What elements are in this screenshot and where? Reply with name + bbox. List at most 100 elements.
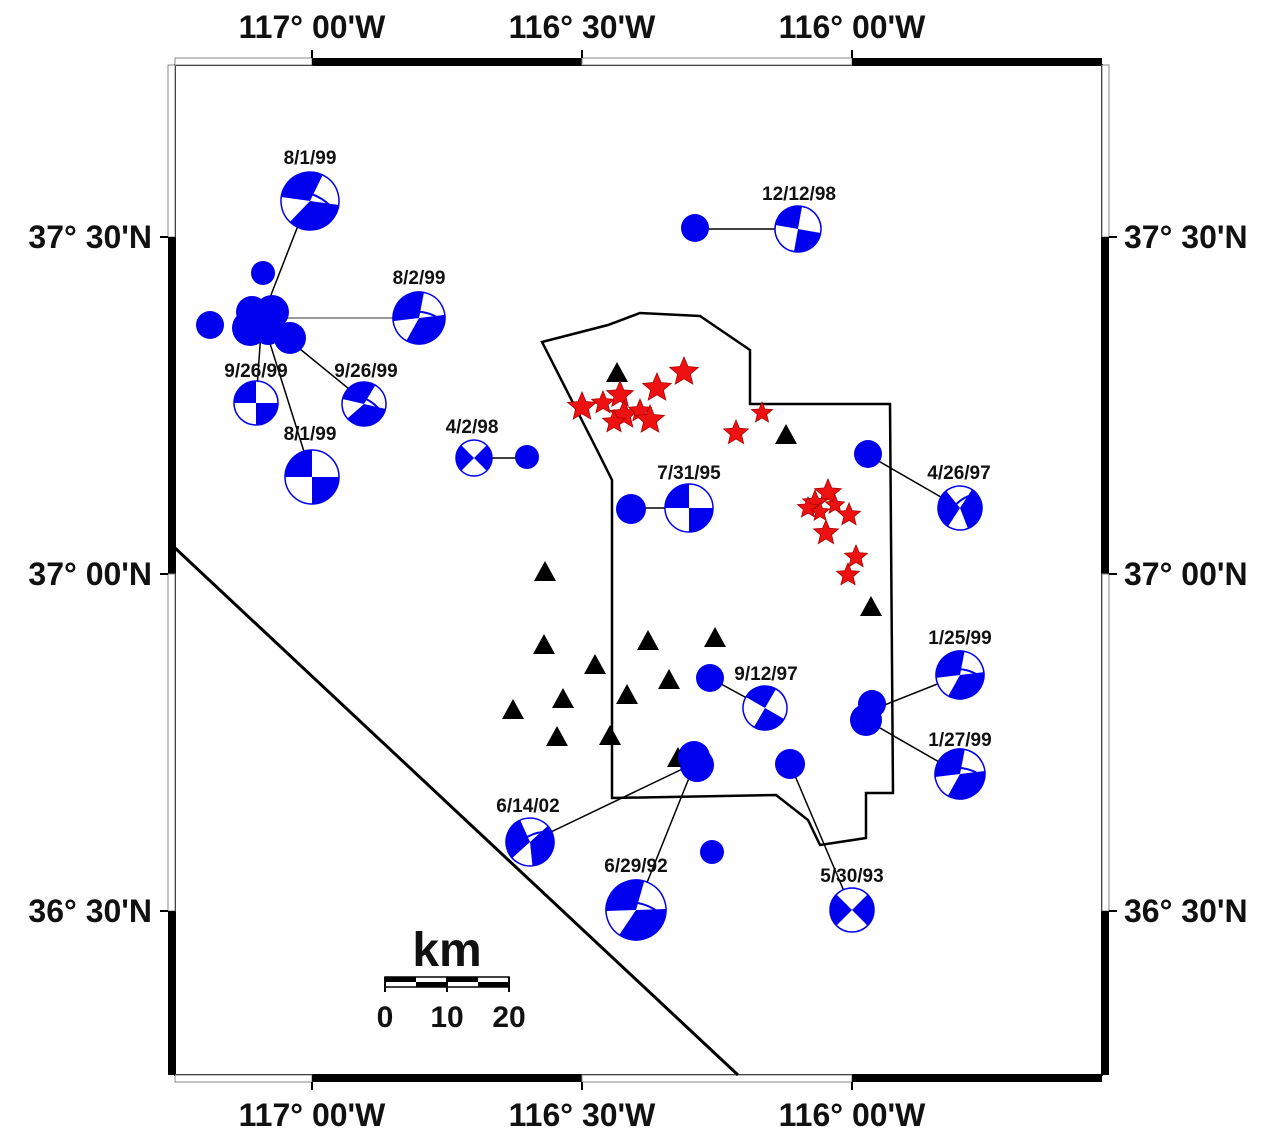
- scale-bar-tick: 10: [430, 1001, 463, 1034]
- event-date-label: 9/26/99: [224, 361, 287, 382]
- left-axis-label: 36° 30'N: [28, 893, 152, 929]
- top-axis-label: 116° 00'W: [779, 9, 927, 45]
- focal-mechanism-icon: [937, 485, 983, 531]
- focal-mechanism-icon: [455, 439, 493, 477]
- station-triangle: [658, 669, 680, 689]
- epicenter-dot: [854, 440, 882, 468]
- epicenter-dot: [680, 748, 714, 782]
- epicenter-dot: [775, 749, 805, 779]
- top-axis-label: 116° 30'W: [509, 9, 657, 45]
- event-date-label: 12/12/98: [762, 184, 836, 205]
- bottom-axis-label: 116° 30'W: [509, 1097, 657, 1133]
- beachballs: [233, 171, 986, 941]
- explosion-star: [668, 355, 700, 385]
- event-labels: 8/1/99 8/2/99 9/26/99 9/26/99 8/1/99 4/2…: [224, 148, 991, 887]
- station-triangle: [775, 424, 797, 444]
- focal-mechanism-icon: [605, 879, 667, 941]
- epicenter-dot: [681, 214, 709, 242]
- epicenter-dot: [196, 311, 224, 339]
- explosion-star: [722, 418, 750, 445]
- event-date-label: 4/2/98: [446, 417, 499, 438]
- event-date-label: 9/12/97: [734, 664, 797, 685]
- epicenter-dot: [616, 494, 646, 524]
- focal-mechanism-icon: [505, 817, 555, 867]
- explosion-star: [605, 379, 635, 408]
- scale-bar-tick: 0: [377, 1001, 394, 1034]
- event-date-label: 4/26/97: [927, 463, 990, 484]
- left-axis-labels: 37° 30'N 37° 00'N 36° 30'N: [28, 219, 152, 929]
- right-axis-label: 37° 00'N: [1124, 556, 1248, 592]
- focal-mechanism-icon: [829, 887, 875, 933]
- right-axis-label: 36° 30'N: [1124, 893, 1248, 929]
- station-triangle: [502, 699, 524, 719]
- epicenter-dot: [696, 664, 724, 692]
- epicenter-dot: [515, 445, 539, 469]
- explosion-star: [824, 493, 846, 514]
- explosion-star: [566, 390, 598, 420]
- focal-mechanism-icon: [934, 748, 986, 800]
- station-triangle: [546, 726, 568, 746]
- station-triangle: [704, 627, 726, 647]
- event-date-label: 8/1/99: [284, 148, 337, 169]
- explosion-star: [812, 518, 840, 545]
- state-border-line: [173, 546, 740, 1077]
- focal-mechanism-icon: [284, 449, 340, 505]
- focal-mechanism-icon: [742, 685, 788, 731]
- test-site-boundary: [540, 311, 895, 847]
- focal-mechanism-icon: [341, 381, 387, 427]
- explosion-star: [634, 403, 666, 433]
- station-triangle: [599, 725, 621, 745]
- event-date-label: 1/27/99: [928, 730, 991, 751]
- event-date-label: 9/26/99: [334, 361, 397, 382]
- station-triangle: [534, 561, 556, 581]
- station-triangle: [616, 684, 638, 704]
- event-date-label: 6/29/92: [604, 856, 667, 877]
- top-axis-labels: 117° 00'W 116° 30'W 116° 00'W: [239, 9, 927, 45]
- bottom-axis-labels: 117° 00'W 116° 30'W 116° 00'W: [239, 1097, 927, 1133]
- right-axis-labels: 37° 30'N 37° 00'N 36° 30'N: [1124, 219, 1248, 929]
- event-date-label: 8/2/99: [393, 268, 446, 289]
- explosion-star: [843, 543, 869, 568]
- focal-mechanism-icon: [280, 171, 340, 231]
- connector-lines: [255, 199, 961, 911]
- focal-mechanism-icon: [664, 483, 714, 533]
- event-date-label: 8/1/99: [284, 424, 337, 445]
- boundary-lines: [173, 311, 895, 1077]
- star-markers: [566, 355, 869, 586]
- event-date-label: 1/25/99: [928, 628, 991, 649]
- station-triangle: [533, 634, 555, 654]
- focal-mechanism-icon: [233, 380, 279, 426]
- event-date-label: 5/30/93: [820, 866, 883, 887]
- station-triangle: [860, 596, 882, 616]
- station-triangle: [584, 654, 606, 674]
- explosion-star: [750, 400, 774, 423]
- station-triangle: [606, 362, 628, 382]
- right-axis-label: 37° 30'N: [1124, 219, 1248, 255]
- bottom-axis-label: 116° 00'W: [779, 1097, 927, 1133]
- explosion-star: [641, 371, 673, 401]
- scale-bar: km 0 10 20: [377, 924, 526, 1034]
- station-triangle: [637, 630, 659, 650]
- explosion-star: [601, 408, 627, 433]
- scale-bar-tick: 20: [492, 1001, 525, 1034]
- explosion-star: [836, 501, 862, 526]
- event-date-label: 6/14/02: [496, 796, 559, 817]
- left-axis-label: 37° 00'N: [28, 556, 152, 592]
- explosion-star: [796, 495, 820, 518]
- station-triangle: [552, 688, 574, 708]
- top-axis-label: 117° 00'W: [239, 9, 387, 45]
- explosion-star: [835, 561, 861, 586]
- explosion-star: [809, 500, 831, 521]
- focal-mechanism-icon: [774, 205, 822, 253]
- focal-mechanism-icon: [392, 291, 446, 345]
- focal-mechanism-icon: [935, 650, 985, 700]
- epicenter-markers: [196, 214, 886, 864]
- epicenter-dot: [700, 840, 724, 864]
- event-date-label: 7/31/95: [657, 463, 721, 484]
- epicenter-dot: [251, 261, 275, 285]
- explosion-star: [590, 389, 616, 414]
- left-axis-label: 37° 30'N: [28, 219, 152, 255]
- epicenter-dot: [850, 704, 882, 736]
- bottom-axis-label: 117° 00'W: [239, 1097, 387, 1133]
